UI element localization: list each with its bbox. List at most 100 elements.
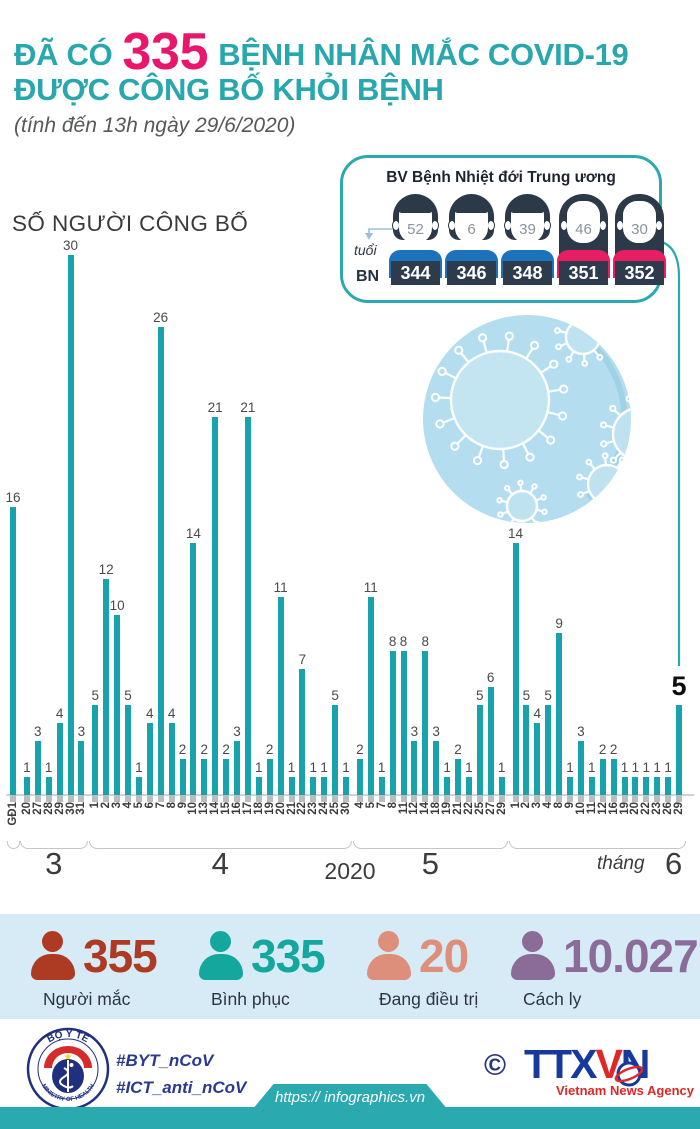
axis-tick	[534, 795, 541, 802]
bar	[310, 777, 317, 795]
bar	[433, 741, 440, 795]
axis-tick	[378, 795, 385, 802]
bar	[487, 687, 494, 795]
bar	[288, 777, 295, 795]
x-axis	[6, 793, 694, 796]
patient-number: 344	[391, 261, 440, 285]
patient-avatar: 52 344	[389, 194, 442, 294]
bar	[556, 633, 563, 795]
bar	[45, 777, 52, 795]
bar	[114, 615, 121, 795]
bar-value: 1	[566, 760, 574, 775]
bar-value: 1	[631, 760, 640, 775]
axis-tick	[201, 795, 208, 802]
x-tick-label: 31	[75, 802, 88, 815]
axis-tick	[643, 795, 650, 802]
hospital-box: BV Bệnh Nhiệt đới Trung ương tuổi BN 52 3…	[340, 155, 666, 303]
patient-avatar: 39 348	[501, 194, 554, 294]
bar-value: 2	[598, 742, 607, 757]
patient-age: 30	[631, 221, 648, 238]
person-icon-quarantine	[510, 931, 556, 981]
bar	[157, 327, 164, 795]
bar-value: 1	[135, 760, 143, 775]
bar-value: 9	[555, 616, 563, 631]
axis-tick	[400, 795, 407, 802]
bar	[444, 777, 451, 795]
hashtags: #BYT_nCoV #ICT_anti_nCoV	[116, 1047, 246, 1101]
axis-tick	[10, 795, 16, 802]
bar-value: 2	[356, 742, 364, 757]
axis-tick	[310, 795, 317, 802]
stats-band: 355 Người mắc 335 Bình phục 20 Đang điều…	[0, 914, 700, 1019]
face: 30	[623, 201, 656, 243]
patient-number: 348	[503, 261, 552, 285]
axis-tick	[255, 795, 262, 802]
bar	[135, 777, 142, 795]
axis-tick	[179, 795, 186, 802]
month-bracket	[509, 841, 686, 849]
patient-avatar: 30 352	[613, 194, 666, 294]
axis-tick	[632, 795, 639, 802]
bar-value: 1	[443, 760, 451, 775]
hair-fringe	[511, 201, 544, 213]
x-tick-label: 29	[495, 802, 508, 815]
bar	[190, 543, 197, 795]
axis-tick	[599, 795, 606, 802]
axis-tick	[103, 795, 110, 802]
bar	[610, 759, 617, 795]
stat-quarantine-value: 10.027	[563, 930, 699, 982]
bar	[277, 597, 284, 795]
hospital-box-title: BV Bệnh Nhiệt đới Trung ương	[386, 169, 616, 186]
patient-age: 46	[575, 221, 592, 238]
bar-value: 3	[410, 724, 419, 739]
bar-value: 21	[240, 400, 256, 415]
bar-value: 5	[544, 688, 552, 703]
axis-tick	[92, 795, 99, 802]
axis-tick	[567, 795, 573, 802]
bar	[56, 723, 63, 795]
axis-tick	[389, 795, 396, 802]
axis-tick	[23, 795, 30, 802]
infographics-url: https:// infographics.vn	[252, 1084, 448, 1110]
axis-tick	[676, 795, 682, 802]
axis-tick	[476, 795, 483, 802]
patient-number: 351	[559, 261, 608, 285]
bar-value: 4	[533, 706, 542, 721]
axis-tick	[444, 795, 451, 802]
axis-tick	[321, 795, 328, 802]
svg-text:★: ★	[64, 1052, 73, 1063]
bar	[23, 777, 30, 795]
axis-tick	[67, 795, 74, 802]
bar	[67, 255, 74, 795]
bar-value: 1	[309, 760, 318, 775]
axis-tick	[45, 795, 52, 802]
bn-label: BN	[356, 268, 380, 285]
ear	[431, 220, 439, 231]
bar	[523, 705, 530, 795]
footer: BỘ Y TẾ MINISTRY OF HEALTH ★ #BYT_nCoV #…	[0, 1019, 700, 1129]
bar-value: 3	[577, 724, 585, 739]
bar	[201, 759, 208, 795]
title-count: 335	[122, 23, 209, 81]
bar-value: 1	[588, 760, 596, 775]
axis-tick	[332, 795, 339, 802]
age-label: tuổi	[354, 242, 377, 258]
x-tick-label: 29	[673, 802, 685, 815]
axis-tick	[433, 795, 440, 802]
bar	[356, 759, 363, 795]
bar	[577, 741, 584, 795]
month-number: 5	[421, 846, 439, 881]
bar	[103, 579, 110, 795]
bar-value: 5	[671, 671, 687, 701]
month-number: 6	[665, 846, 683, 881]
bar	[476, 705, 483, 795]
stat-treating-label: Đang điều trị	[379, 989, 479, 1009]
bar-value: 2	[609, 742, 618, 757]
bar-value: 3	[432, 724, 440, 739]
bar	[632, 777, 639, 795]
bar-value: 6	[486, 670, 495, 685]
hashtag-byt: #BYT_nCoV	[116, 1051, 214, 1070]
bar	[244, 417, 251, 795]
month-bracket	[6, 841, 20, 849]
bar	[212, 417, 219, 795]
